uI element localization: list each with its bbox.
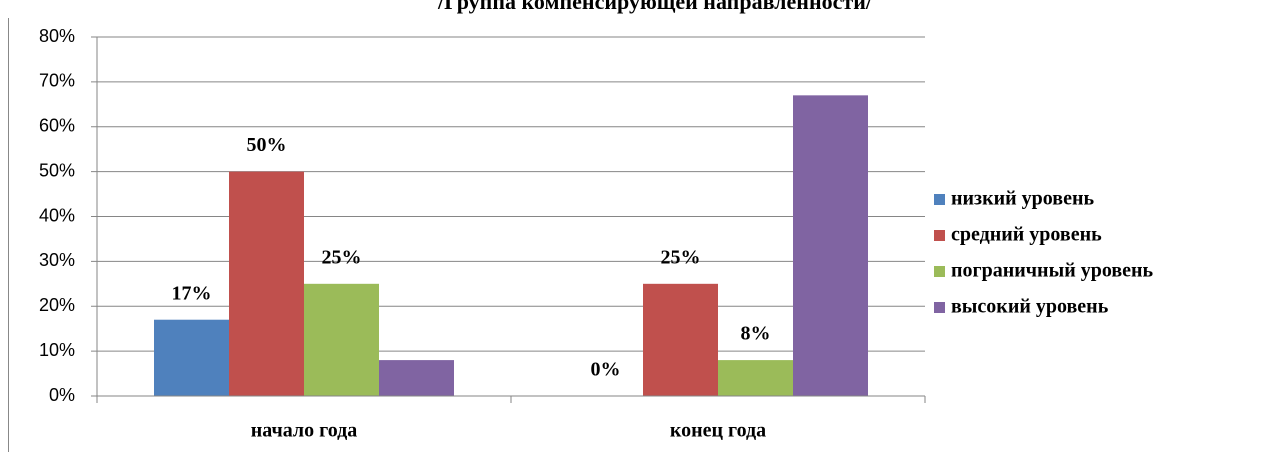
bar	[154, 319, 229, 396]
data-label: 8%	[741, 323, 771, 345]
bar	[379, 360, 454, 396]
data-label: 0%	[591, 359, 621, 381]
x-tick-label: конец года	[670, 420, 766, 442]
y-tick-label: 80%	[39, 26, 75, 46]
x-tick-label: начало года	[251, 420, 358, 442]
y-tick-label: 10%	[39, 340, 75, 360]
data-label: 50%	[247, 134, 287, 156]
y-tick-label: 20%	[39, 295, 75, 315]
y-tick-label: 30%	[39, 250, 75, 270]
bar	[718, 360, 793, 396]
legend-swatch	[934, 194, 945, 205]
legend-label: средний уровень	[951, 224, 1102, 246]
legend-swatch	[934, 302, 945, 313]
y-tick-label: 40%	[39, 205, 75, 225]
y-tick-label: 60%	[39, 116, 75, 136]
bar	[643, 283, 718, 396]
data-label: 17%	[172, 282, 212, 304]
legend-swatch	[934, 230, 945, 241]
y-tick-label: 50%	[39, 160, 75, 180]
legend-label: низкий уровень	[951, 188, 1094, 210]
y-tick-label: 70%	[39, 71, 75, 91]
bar	[793, 95, 868, 397]
bar	[304, 283, 379, 396]
legend-label: пограничный уровень	[951, 260, 1154, 282]
data-label: 25%	[661, 246, 701, 268]
legend-swatch	[934, 266, 945, 277]
chart-title: /Группа компенсирующей направленности/	[437, 0, 873, 14]
data-label: 25%	[322, 246, 362, 268]
y-tick-label: 0%	[49, 385, 75, 405]
bar	[229, 171, 304, 396]
legend-label: высокий уровень	[951, 296, 1109, 318]
